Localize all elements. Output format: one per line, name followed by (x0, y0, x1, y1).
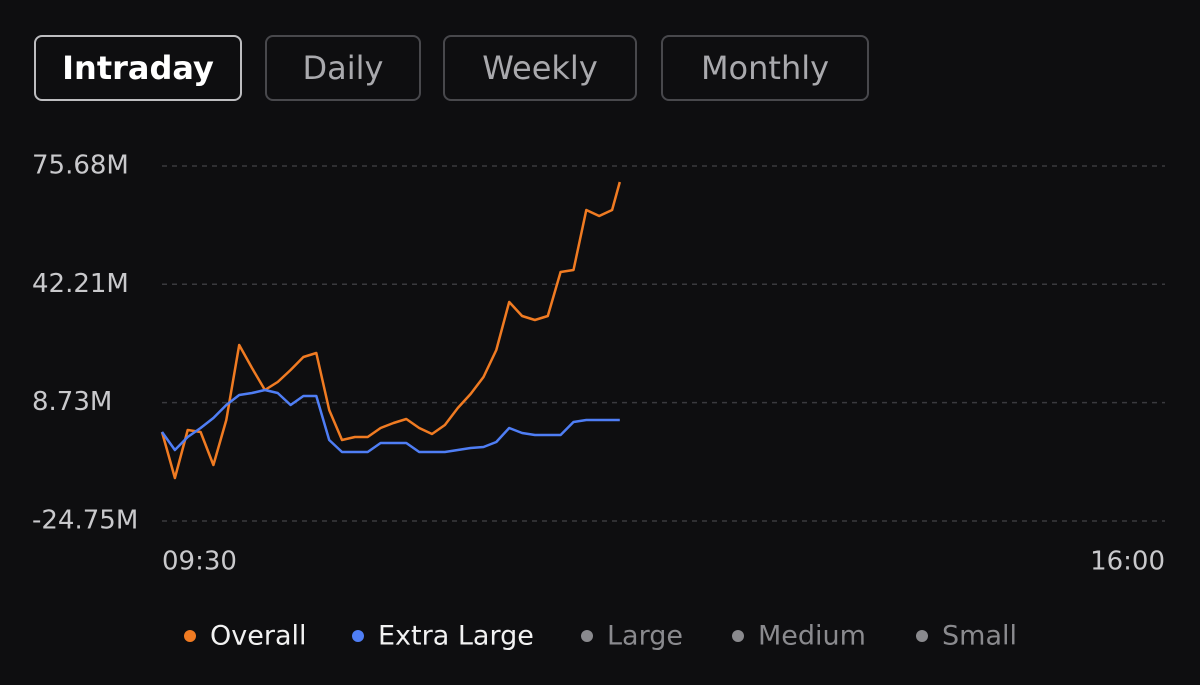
legend-label: Overall (210, 621, 307, 652)
tab[interactable]: Daily (265, 35, 421, 101)
tab[interactable]: Monthly (661, 35, 869, 101)
legend-label: Medium (758, 621, 866, 652)
x-tick-label: 16:00 (1090, 547, 1165, 577)
legend-marker (916, 630, 928, 642)
legend-marker (352, 630, 364, 642)
y-tick-label: -24.75M (32, 506, 138, 536)
series-line (160, 181, 622, 480)
y-tick-label: 75.68M (32, 151, 129, 181)
legend-label: Small (942, 621, 1017, 652)
x-tick-label: 09:30 (162, 547, 237, 577)
y-tick-label: 42.21M (32, 269, 129, 299)
tab[interactable]: Weekly (443, 35, 637, 101)
series-line (160, 388, 620, 454)
legend-label: Extra Large (378, 621, 534, 652)
legend-label: Large (607, 621, 683, 652)
legend-marker (732, 630, 744, 642)
y-tick-label: 8.73M (32, 387, 112, 417)
legend-marker (581, 630, 593, 642)
tab[interactable]: Intraday (34, 35, 242, 101)
legend-marker (184, 630, 196, 642)
